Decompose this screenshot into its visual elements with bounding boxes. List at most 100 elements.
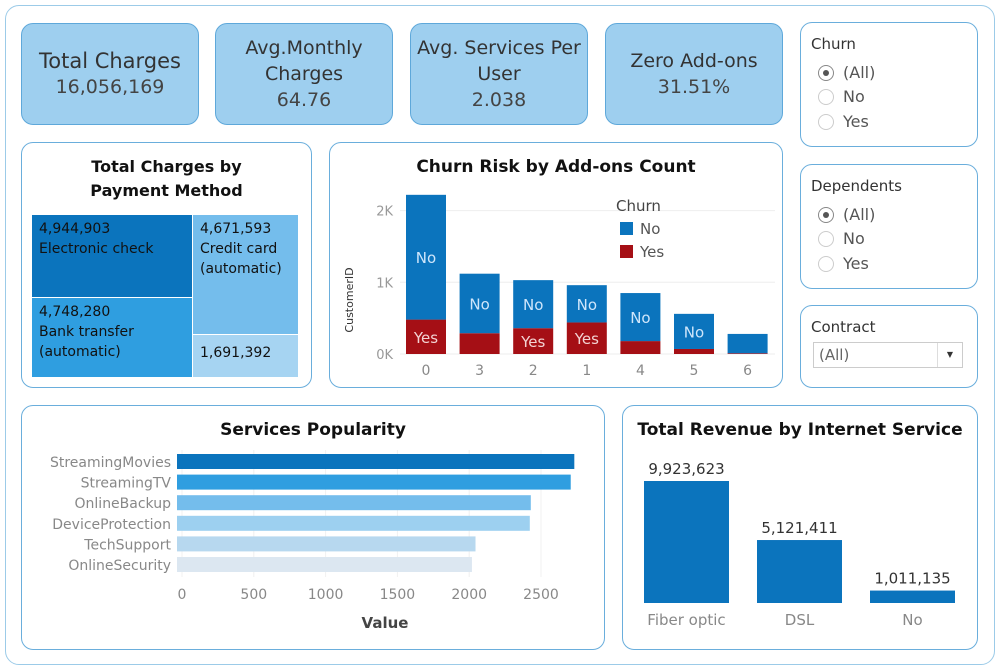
segment-label-no: No [684, 323, 704, 341]
bar-segment-no [727, 333, 768, 354]
treemap-value: 4,748,280 [39, 304, 111, 320]
kpi-avg-services: Avg. Services Per User 2.038 [410, 23, 588, 125]
category-label: OnlineBackup [75, 496, 172, 512]
x-tick-label: 2500 [523, 587, 559, 603]
kpi-zero-addons: Zero Add-ons 31.51% [605, 23, 783, 125]
chart-title: Total Revenue by Internet Service [637, 420, 963, 440]
x-tick-label: DSL [785, 611, 815, 629]
kpi-avg-monthly-charges: Avg.Monthly Charges 64.76 [215, 23, 393, 125]
radio-label: Yes [843, 112, 869, 131]
chevron-down-icon[interactable]: ▼ [937, 343, 962, 367]
bar [177, 474, 571, 490]
kpi-title: Zero Add-ons [630, 50, 758, 72]
radio-icon [818, 230, 834, 247]
bar [757, 540, 842, 603]
legend-title: Churn [616, 197, 661, 215]
treemap-cell-electronic-check[interactable]: 4,944,903 Electronic check [31, 214, 193, 298]
kpi-value: 31.51% [657, 76, 731, 98]
category-label: TechSupport [83, 537, 171, 553]
contract-dropdown[interactable]: (All) ▼ [813, 342, 963, 368]
radio-dependents-all[interactable]: (All) [818, 205, 875, 224]
radio-checked-icon [818, 64, 834, 81]
data-label: 5,121,411 [761, 519, 837, 537]
x-tick-label: 1000 [308, 587, 344, 603]
bar-segment-yes [727, 353, 768, 354]
x-tick-label: 6 [743, 363, 752, 379]
filter-title: Dependents [811, 177, 902, 195]
treemap-label: Bank transfer (automatic) [39, 324, 134, 360]
data-label: 9,923,623 [648, 460, 724, 478]
bar [177, 454, 575, 469]
filter-title: Contract [811, 318, 876, 336]
revenue-card: Total Revenue by Internet Service [622, 405, 978, 650]
radio-churn-yes[interactable]: Yes [818, 112, 869, 131]
kpi-title: Avg. Services Per User [417, 37, 581, 85]
legend-swatch-no [620, 222, 633, 235]
bar-segment-yes [406, 319, 446, 354]
segment-label-no: No [577, 296, 597, 314]
kpi-value: 16,056,169 [55, 76, 165, 98]
radio-label: No [843, 229, 865, 248]
segment-label-yes: Yes [413, 329, 438, 347]
bar-segment-yes [674, 348, 714, 354]
y-axis-label: CustomerID [343, 267, 356, 332]
segment-label-no: No [469, 295, 489, 313]
segment-label-no: No [416, 249, 436, 267]
x-tick-label: 500 [240, 587, 267, 603]
filter-title: Churn [811, 35, 856, 53]
kpi-title: Avg.Monthly Charges [245, 37, 363, 85]
radio-label: (All) [843, 63, 876, 82]
bar [177, 495, 531, 511]
kpi-value: 64.76 [276, 89, 332, 111]
treemap-cell-credit-card[interactable]: 4,671,593 Credit card (automatic) [192, 214, 299, 335]
radio-icon [818, 255, 834, 272]
bar [177, 557, 472, 572]
data-label: 1,011,135 [874, 570, 950, 588]
segment-label-no: No [630, 309, 650, 327]
radio-churn-no[interactable]: No [818, 87, 865, 106]
bar-segment-no [406, 194, 446, 320]
radio-label: Yes [843, 254, 869, 273]
treemap-cell-other[interactable]: 1,691,392 [192, 334, 299, 378]
x-tick-label: 3 [475, 363, 484, 379]
radio-icon [818, 88, 834, 105]
dropdown-value: (All) [819, 346, 850, 364]
x-tick-label: 0 [178, 587, 187, 603]
treemap-value: 4,944,903 [39, 221, 111, 237]
bar-segment-no [459, 273, 500, 334]
x-tick-label: No [902, 611, 922, 629]
x-tick-label: 0 [422, 363, 431, 379]
radio-checked-icon [818, 206, 834, 223]
bar [870, 590, 955, 603]
radio-label: No [843, 87, 865, 106]
x-tick-label: 2 [529, 363, 538, 379]
bar-segment-yes [459, 333, 500, 354]
category-label: StreamingTV [81, 476, 172, 492]
bar [644, 481, 729, 603]
y-tick-label: 0K [376, 348, 393, 363]
bar-segment-no [620, 293, 661, 342]
legend-swatch-yes [620, 245, 633, 258]
bar [177, 536, 476, 552]
x-axis-label: Value [362, 614, 409, 632]
y-tick-label: 2K [376, 205, 393, 220]
bar-segment-yes [513, 328, 554, 354]
legend-label-yes: Yes [639, 243, 664, 261]
x-tick-label: Fiber optic [647, 611, 725, 629]
chart-title: Services Popularity [220, 420, 406, 440]
x-tick-label: 1500 [380, 587, 416, 603]
y-tick-label: 1K [376, 276, 393, 291]
churn-filter: Churn (All) No Yes [800, 22, 978, 147]
x-tick-label: 2000 [451, 587, 487, 603]
segment-label-no: No [523, 296, 543, 314]
radio-dependents-yes[interactable]: Yes [818, 254, 869, 273]
treemap-cell-bank-transfer[interactable]: 4,748,280 Bank transfer (automatic) [31, 297, 193, 378]
kpi-value: 2.038 [471, 89, 527, 111]
radio-icon [818, 113, 834, 130]
radio-churn-all[interactable]: (All) [818, 63, 875, 82]
contract-filter: Contract (All) ▼ [800, 305, 978, 388]
radio-dependents-no[interactable]: No [818, 229, 865, 248]
